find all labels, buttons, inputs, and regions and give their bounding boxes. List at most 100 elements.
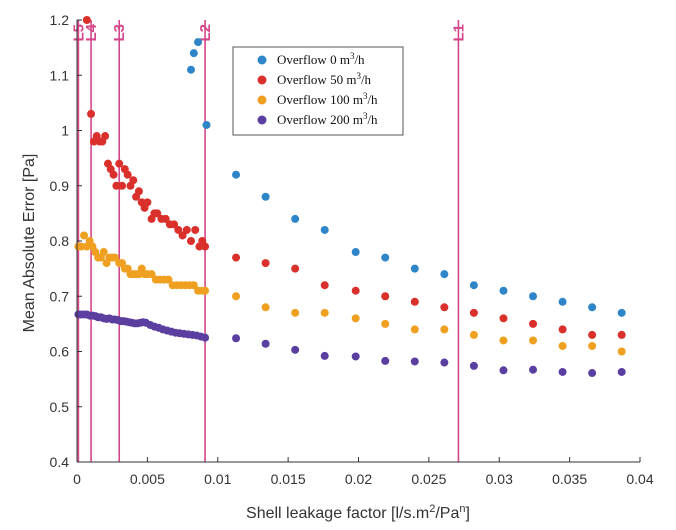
point-series-2-9 [99,248,108,257]
y-tick-label: 1.1 [50,67,70,83]
point-series-0-11 [440,270,449,279]
point-series-1-31 [182,225,191,234]
y-tick-label: 0.9 [50,178,70,194]
x-tick-label: 0.04 [626,471,653,487]
point-series-0-7 [320,225,329,234]
legend-label-1: Overflow 50 m3/h [277,71,372,87]
point-series-0-6 [291,214,300,223]
tick-labels: 0 0.005 0.01 0.015 0.02 0.025 0.03 0.035 0.04 0.4… [50,12,654,487]
x-tick-label: 0.005 [130,471,165,487]
legend-label-2: Overflow 100 m3/h [277,91,378,107]
point-series-1-45 [469,308,478,317]
point-series-1-10 [112,181,121,190]
vertical-line-label-l3: L3 [111,24,128,42]
y-tick-label: 1 [61,123,69,139]
point-series-2-51 [588,341,597,350]
point-series-3-44 [381,356,390,365]
point-series-1-28 [170,220,179,229]
vertical-line-label-l2: L2 [197,24,214,42]
point-series-0-0 [187,65,196,74]
point-series-3-39 [232,334,241,343]
point-series-0-16 [588,303,597,312]
point-series-3-41 [291,345,300,354]
point-series-1-29 [174,225,183,234]
x-tick-label: 0 [73,471,81,487]
x-axis-label-main: Shell leakage factor [l/s.m [246,505,429,522]
point-series-0-17 [617,308,626,317]
x-tick-label: 0.025 [411,471,446,487]
point-series-2-49 [529,336,538,345]
point-series-1-6 [101,132,110,141]
x-tick-label: 0.015 [271,471,306,487]
point-series-1-32 [187,237,196,245]
point-series-1-40 [320,281,329,290]
point-series-2-47 [469,330,478,339]
vertical-line-label-l1: L1 [450,24,467,42]
y-tick-label: 0.7 [50,288,70,304]
vertical-line-label-l5: L5 [70,24,87,42]
point-series-0-1 [189,49,198,58]
point-series-1-33 [191,225,200,234]
point-series-1-30 [178,231,187,240]
point-series-2-43 [351,314,360,323]
y-tick-label: 0.4 [50,454,70,470]
point-series-0-13 [499,286,508,295]
point-series-3-46 [440,358,449,367]
point-series-1-26 [161,214,170,223]
point-series-0-12 [469,281,478,290]
point-series-2-41 [291,308,300,317]
legend-marker-3 [257,115,267,125]
point-series-2-25 [147,270,156,279]
point-series-1-36 [201,242,210,251]
point-series-2-50 [558,341,567,350]
point-series-1-50 [617,330,626,339]
legend-marker-2 [257,95,267,105]
point-series-2-48 [499,336,508,345]
x-tick-label: 0.01 [204,471,231,487]
point-series-3-47 [469,361,478,370]
x-tick-label: 0.035 [552,471,587,487]
point-series-1-18 [134,187,143,196]
y-tick-label: 0.8 [50,233,70,249]
point-series-3-42 [320,351,329,360]
legend-marker-1 [257,75,267,85]
point-series-1-46 [499,314,508,323]
x-axis-label-sup1: 2 [429,503,435,515]
y-tick-label: 0.5 [50,399,70,415]
point-series-0-14 [529,292,538,301]
point-series-0-8 [351,248,360,257]
point-series-2-40 [261,303,270,312]
point-series-1-14 [123,170,132,179]
point-series-0-2 [194,38,203,47]
point-series-1-9 [109,170,118,179]
point-series-2-13 [111,253,120,262]
x-axis-label-mid: /Pa [435,505,459,522]
point-series-3-50 [558,367,567,376]
y-axis-label: Mean Absolute Error [Pa] [21,154,38,333]
y-tick-label: 1.2 [50,12,70,28]
data-points [74,16,626,378]
point-series-1-1 [87,109,96,118]
legend: Overflow 0 m3/h Overflow 50 m3/h Overflow … [232,46,404,136]
x-axis-label-end: ] [466,505,470,522]
point-series-2-44 [381,319,390,328]
point-series-2-52 [617,347,626,356]
point-series-3-49 [529,365,538,374]
point-series-2-42 [320,308,329,317]
point-series-3-52 [617,367,626,376]
x-tick-label: 0.03 [486,471,513,487]
legend-label-0: Overflow 0 m3/h [277,51,365,67]
point-series-2-2 [80,231,89,240]
point-series-1-16 [129,176,138,185]
point-series-1-24 [153,209,162,218]
point-series-2-46 [440,325,449,334]
legend-items: Overflow 0 m3/h Overflow 50 m3/h Overflow … [257,51,378,127]
point-series-1-21 [143,198,152,207]
point-series-2-39 [232,292,241,301]
point-series-1-44 [440,303,449,312]
point-series-1-43 [410,297,419,306]
point-series-1-39 [291,264,300,273]
point-series-3-43 [351,352,360,361]
point-series-2-29 [164,275,173,284]
